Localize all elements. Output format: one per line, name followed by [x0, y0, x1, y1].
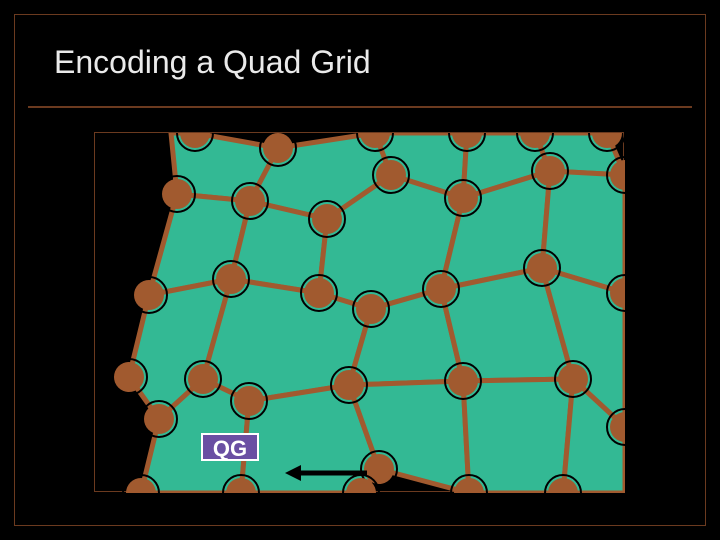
figure-frame: QG: [94, 132, 624, 492]
slide-title: Encoding a Quad Grid: [54, 44, 371, 81]
title-underline: [28, 106, 692, 108]
qg-label: QG: [201, 433, 259, 461]
slide: Encoding a Quad Grid QG: [0, 0, 720, 540]
quad-grid-diagram: [95, 133, 625, 493]
